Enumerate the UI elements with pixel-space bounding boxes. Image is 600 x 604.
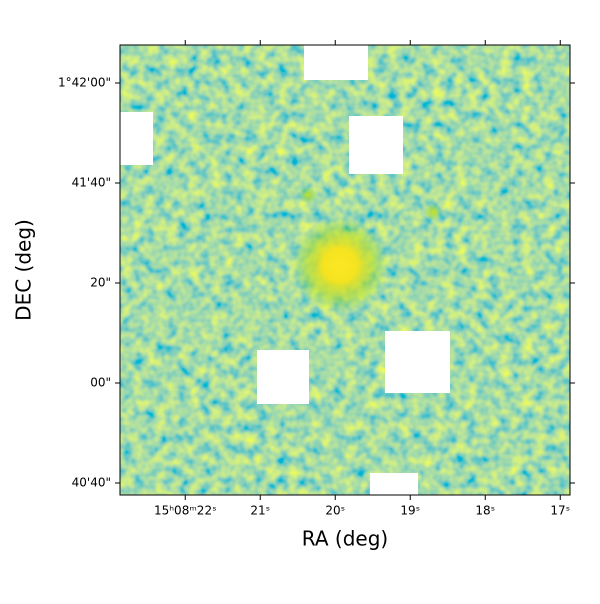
y-tick-label: 20": [90, 276, 111, 290]
plot-frame: [119, 44, 571, 496]
y-tick-label: 40'40": [72, 476, 111, 490]
sky-image: [120, 45, 570, 495]
x-tick-label: 19ˢ: [400, 504, 420, 518]
masked-region: [120, 45, 450, 495]
y-axis-label: DEC (deg): [12, 219, 36, 321]
x-tick-label: 17ˢ: [550, 504, 570, 518]
x-axis-label: RA (deg): [302, 527, 388, 551]
x-tick-label: 21ˢ: [250, 504, 270, 518]
y-tick-label: 00": [90, 376, 111, 390]
y-tick-label: 1°42'00": [58, 76, 111, 90]
x-tick-label: 20ˢ: [325, 504, 345, 518]
y-tick-label: 41'40": [72, 176, 111, 190]
x-tick-label: 18ˢ: [475, 504, 495, 518]
x-tick-label: 15ʰ08ᵐ22ˢ: [154, 504, 217, 518]
